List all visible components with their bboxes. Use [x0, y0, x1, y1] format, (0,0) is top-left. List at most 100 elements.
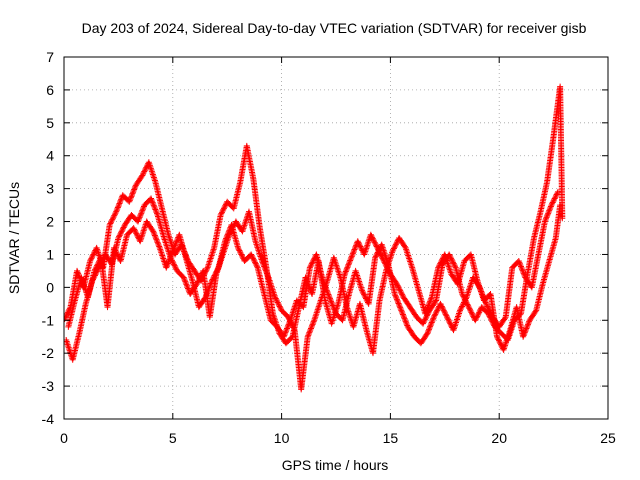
- data-point: [322, 283, 329, 290]
- data-point: [361, 291, 368, 298]
- data-point: [290, 324, 297, 331]
- data-point: [476, 309, 483, 316]
- data-point: [170, 245, 177, 252]
- data-point: [435, 264, 442, 271]
- data-point: [204, 290, 211, 297]
- data-point: [439, 304, 446, 311]
- data-point: [155, 242, 162, 249]
- data-point: [450, 260, 457, 267]
- data-point: [391, 244, 398, 251]
- data-point: [202, 294, 209, 301]
- data-point: [116, 233, 123, 240]
- data-point: [222, 236, 229, 243]
- data-point: [249, 254, 256, 261]
- data-point: [521, 329, 528, 336]
- data-point: [435, 263, 442, 270]
- data-point: [328, 298, 335, 305]
- data-point: [173, 239, 180, 246]
- data-point: [195, 278, 202, 285]
- data-point: [559, 215, 566, 222]
- data-point: [95, 260, 102, 267]
- data-point: [443, 313, 450, 320]
- data-point: [210, 275, 217, 282]
- data-point: [478, 289, 485, 296]
- data-point: [252, 260, 259, 267]
- series-2: [64, 195, 564, 393]
- data-point: [352, 245, 359, 252]
- data-point: [424, 329, 431, 336]
- data-point: [525, 321, 532, 328]
- data-point: [219, 208, 226, 215]
- data-point: [431, 312, 438, 319]
- data-point: [183, 281, 190, 288]
- data-point: [212, 269, 219, 276]
- data-point: [308, 260, 315, 267]
- data-point: [484, 303, 491, 310]
- data-point: [89, 254, 96, 261]
- data-point: [327, 296, 334, 303]
- data-point: [397, 288, 404, 295]
- data-point: [348, 254, 355, 261]
- data-point: [522, 328, 529, 335]
- data-point: [552, 194, 559, 201]
- data-point: [497, 340, 504, 347]
- data-point: [341, 271, 348, 278]
- data-point: [472, 315, 479, 322]
- data-point: [170, 261, 177, 268]
- data-point: [253, 261, 260, 268]
- data-point: [423, 331, 430, 338]
- data-point: [149, 198, 156, 205]
- data-point: [393, 295, 400, 302]
- data-point: [136, 215, 143, 222]
- data-point: [167, 253, 174, 260]
- data-point: [207, 280, 214, 287]
- data-point: [304, 333, 311, 340]
- data-point: [214, 265, 221, 272]
- data-point: [425, 302, 432, 309]
- data-point: [359, 287, 366, 294]
- data-point: [403, 321, 410, 328]
- data-point: [181, 277, 188, 284]
- data-point: [138, 210, 145, 217]
- data-point: [139, 206, 146, 213]
- data-point: [445, 317, 452, 324]
- data-point: [203, 265, 210, 272]
- data-point: [361, 292, 368, 299]
- data-point: [325, 292, 332, 299]
- data-point: [404, 322, 411, 329]
- data-point: [521, 271, 528, 278]
- data-point: [91, 267, 98, 274]
- data-point: [320, 279, 327, 286]
- data-point: [87, 258, 94, 265]
- data-point: [263, 269, 270, 276]
- data-point: [129, 191, 135, 198]
- data-point: [127, 194, 134, 201]
- data-point: [184, 284, 191, 291]
- data-point: [553, 191, 560, 198]
- data-point: [495, 337, 502, 344]
- data-point: [326, 294, 333, 301]
- data-point: [525, 320, 532, 327]
- data-point: [426, 301, 433, 308]
- data-point: [164, 260, 171, 267]
- data-point: [477, 287, 484, 294]
- data-point: [448, 255, 455, 262]
- data-point: [395, 285, 402, 292]
- data-point: [452, 263, 459, 270]
- data-point: [497, 341, 504, 348]
- data-point: [209, 276, 216, 283]
- data-point: [116, 232, 123, 239]
- data-point: [459, 302, 466, 309]
- data-point: [182, 278, 189, 285]
- data-point: [554, 188, 561, 195]
- data-point: [496, 338, 503, 345]
- data-point: [149, 199, 156, 206]
- data-point: [464, 301, 471, 308]
- data-point: [121, 223, 128, 230]
- data-point: [389, 248, 396, 255]
- data-point: [373, 243, 380, 250]
- data-point: [356, 240, 363, 247]
- data-point: [226, 227, 233, 234]
- data-point: [458, 303, 465, 310]
- data-point: [432, 298, 439, 305]
